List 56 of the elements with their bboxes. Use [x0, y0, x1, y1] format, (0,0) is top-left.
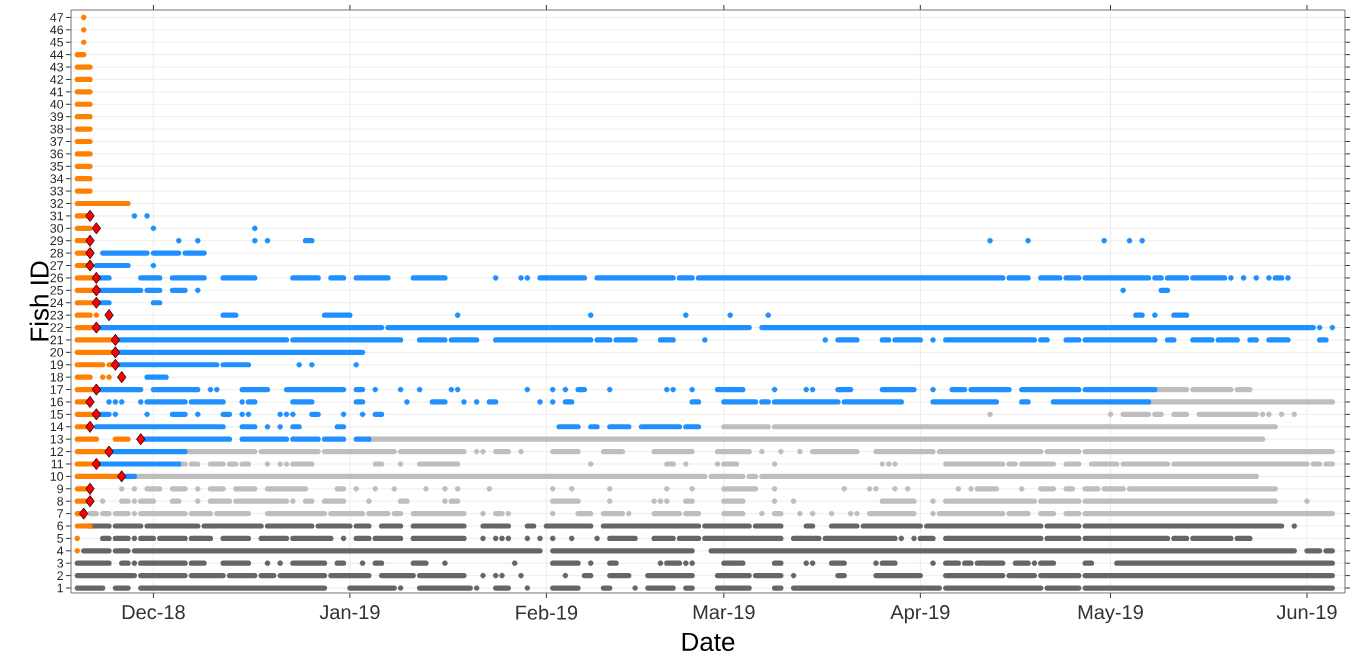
- y-tick-label: 38: [50, 124, 64, 134]
- y-tick-label: 33: [50, 186, 64, 196]
- y-tick-label: 17: [50, 385, 63, 394]
- y-tick-label: 19: [50, 360, 64, 370]
- y-tick-label: 42: [50, 75, 63, 84]
- y-tick-label: 6: [57, 521, 64, 531]
- y-tick-label: 16: [50, 397, 64, 407]
- x-tick-label: May-19: [1078, 605, 1143, 624]
- y-tick-label: 3: [57, 558, 64, 568]
- x-tick-label: Jun-19: [1276, 605, 1337, 620]
- y-tick-label: 47: [50, 13, 63, 22]
- y-tick-label: 30: [50, 223, 64, 233]
- y-tick-label: 24: [50, 298, 64, 308]
- y-tick-label: 22: [50, 323, 63, 332]
- y-tick-label: 25: [50, 285, 64, 295]
- x-axis-title: Date: [682, 632, 735, 652]
- y-tick-label: 32: [50, 199, 63, 208]
- x-tick-label: Apr-19: [890, 605, 950, 624]
- y-tick-label: 7: [57, 509, 63, 518]
- y-tick-label: 27: [50, 261, 63, 270]
- y-tick-label: 9: [57, 484, 64, 494]
- y-tick-label: 12: [50, 447, 63, 456]
- y-tick-label: 15: [50, 410, 64, 419]
- x-tick-label: Feb-19: [516, 605, 578, 620]
- x-tick-label: Jan-19: [319, 605, 380, 620]
- y-tick-label: 8: [57, 496, 64, 506]
- x-tick-label: Dec-18: [122, 605, 185, 620]
- x-tick-label: Mar-19: [693, 605, 755, 620]
- y-tick-label: 23: [50, 310, 64, 320]
- y-tick-label: 21: [50, 335, 63, 345]
- y-tick-label: 39: [50, 112, 64, 122]
- y-tick-label: 18: [50, 372, 64, 382]
- y-tick-label: 36: [50, 149, 64, 159]
- y-tick-label: 45: [50, 37, 64, 47]
- y-axis-title: Fish ID: [29, 261, 49, 341]
- y-tick-label: 1: [57, 583, 63, 593]
- y-tick-label: 5: [57, 534, 64, 543]
- y-tick-label: 14: [50, 422, 64, 432]
- y-tick-label: 37: [50, 137, 63, 146]
- y-tick-label: 2: [57, 571, 63, 580]
- y-tick-label: 40: [50, 99, 64, 109]
- y-tick-label: 43: [50, 62, 64, 72]
- y-tick-label: 41: [50, 87, 63, 97]
- y-tick-label: 46: [50, 25, 64, 35]
- y-tick-label: 34: [50, 174, 64, 184]
- y-tick-label: 44: [50, 50, 64, 59]
- y-tick-label: 13: [50, 434, 64, 444]
- y-tick-label: 4: [57, 546, 64, 556]
- y-tick-label: 26: [50, 273, 64, 283]
- y-tick-label: 35: [50, 161, 64, 171]
- y-tick-label: 28: [50, 248, 64, 258]
- y-tick-label: 31: [50, 211, 63, 221]
- y-tick-label: 29: [50, 236, 64, 246]
- y-tick-label: 20: [50, 347, 64, 357]
- y-tick-label: 11: [51, 459, 63, 469]
- y-tick-label: 10: [50, 472, 64, 481]
